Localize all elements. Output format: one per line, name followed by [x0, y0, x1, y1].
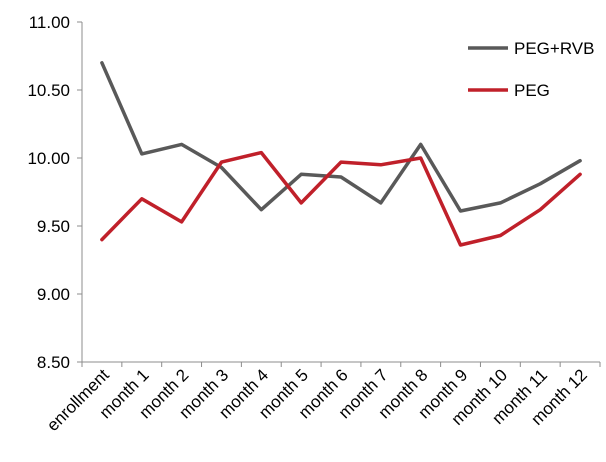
y-tick-label: 10.00 [27, 149, 70, 168]
y-tick-label: 8.50 [37, 353, 70, 372]
y-tick-label: 9.50 [37, 217, 70, 236]
y-tick-label: 10.50 [27, 81, 70, 100]
legend: PEG+RVB PEG [468, 39, 594, 100]
series-line-peg-rvb [100, 61, 582, 213]
x-tick-marks [81, 362, 601, 367]
y-tick-label: 9.00 [37, 285, 70, 304]
legend-label: PEG+RVB [514, 39, 594, 58]
y-tick-marks [77, 21, 82, 363]
y-tick-labels: 11.00 10.50 10.00 9.50 9.00 8.50 [27, 13, 70, 372]
x-tick-label: enrollment [43, 365, 113, 435]
legend-label: PEG [514, 81, 550, 100]
series-line-peg [100, 150, 582, 247]
y-tick-label: 11.00 [29, 13, 70, 32]
series-lines [100, 61, 582, 247]
